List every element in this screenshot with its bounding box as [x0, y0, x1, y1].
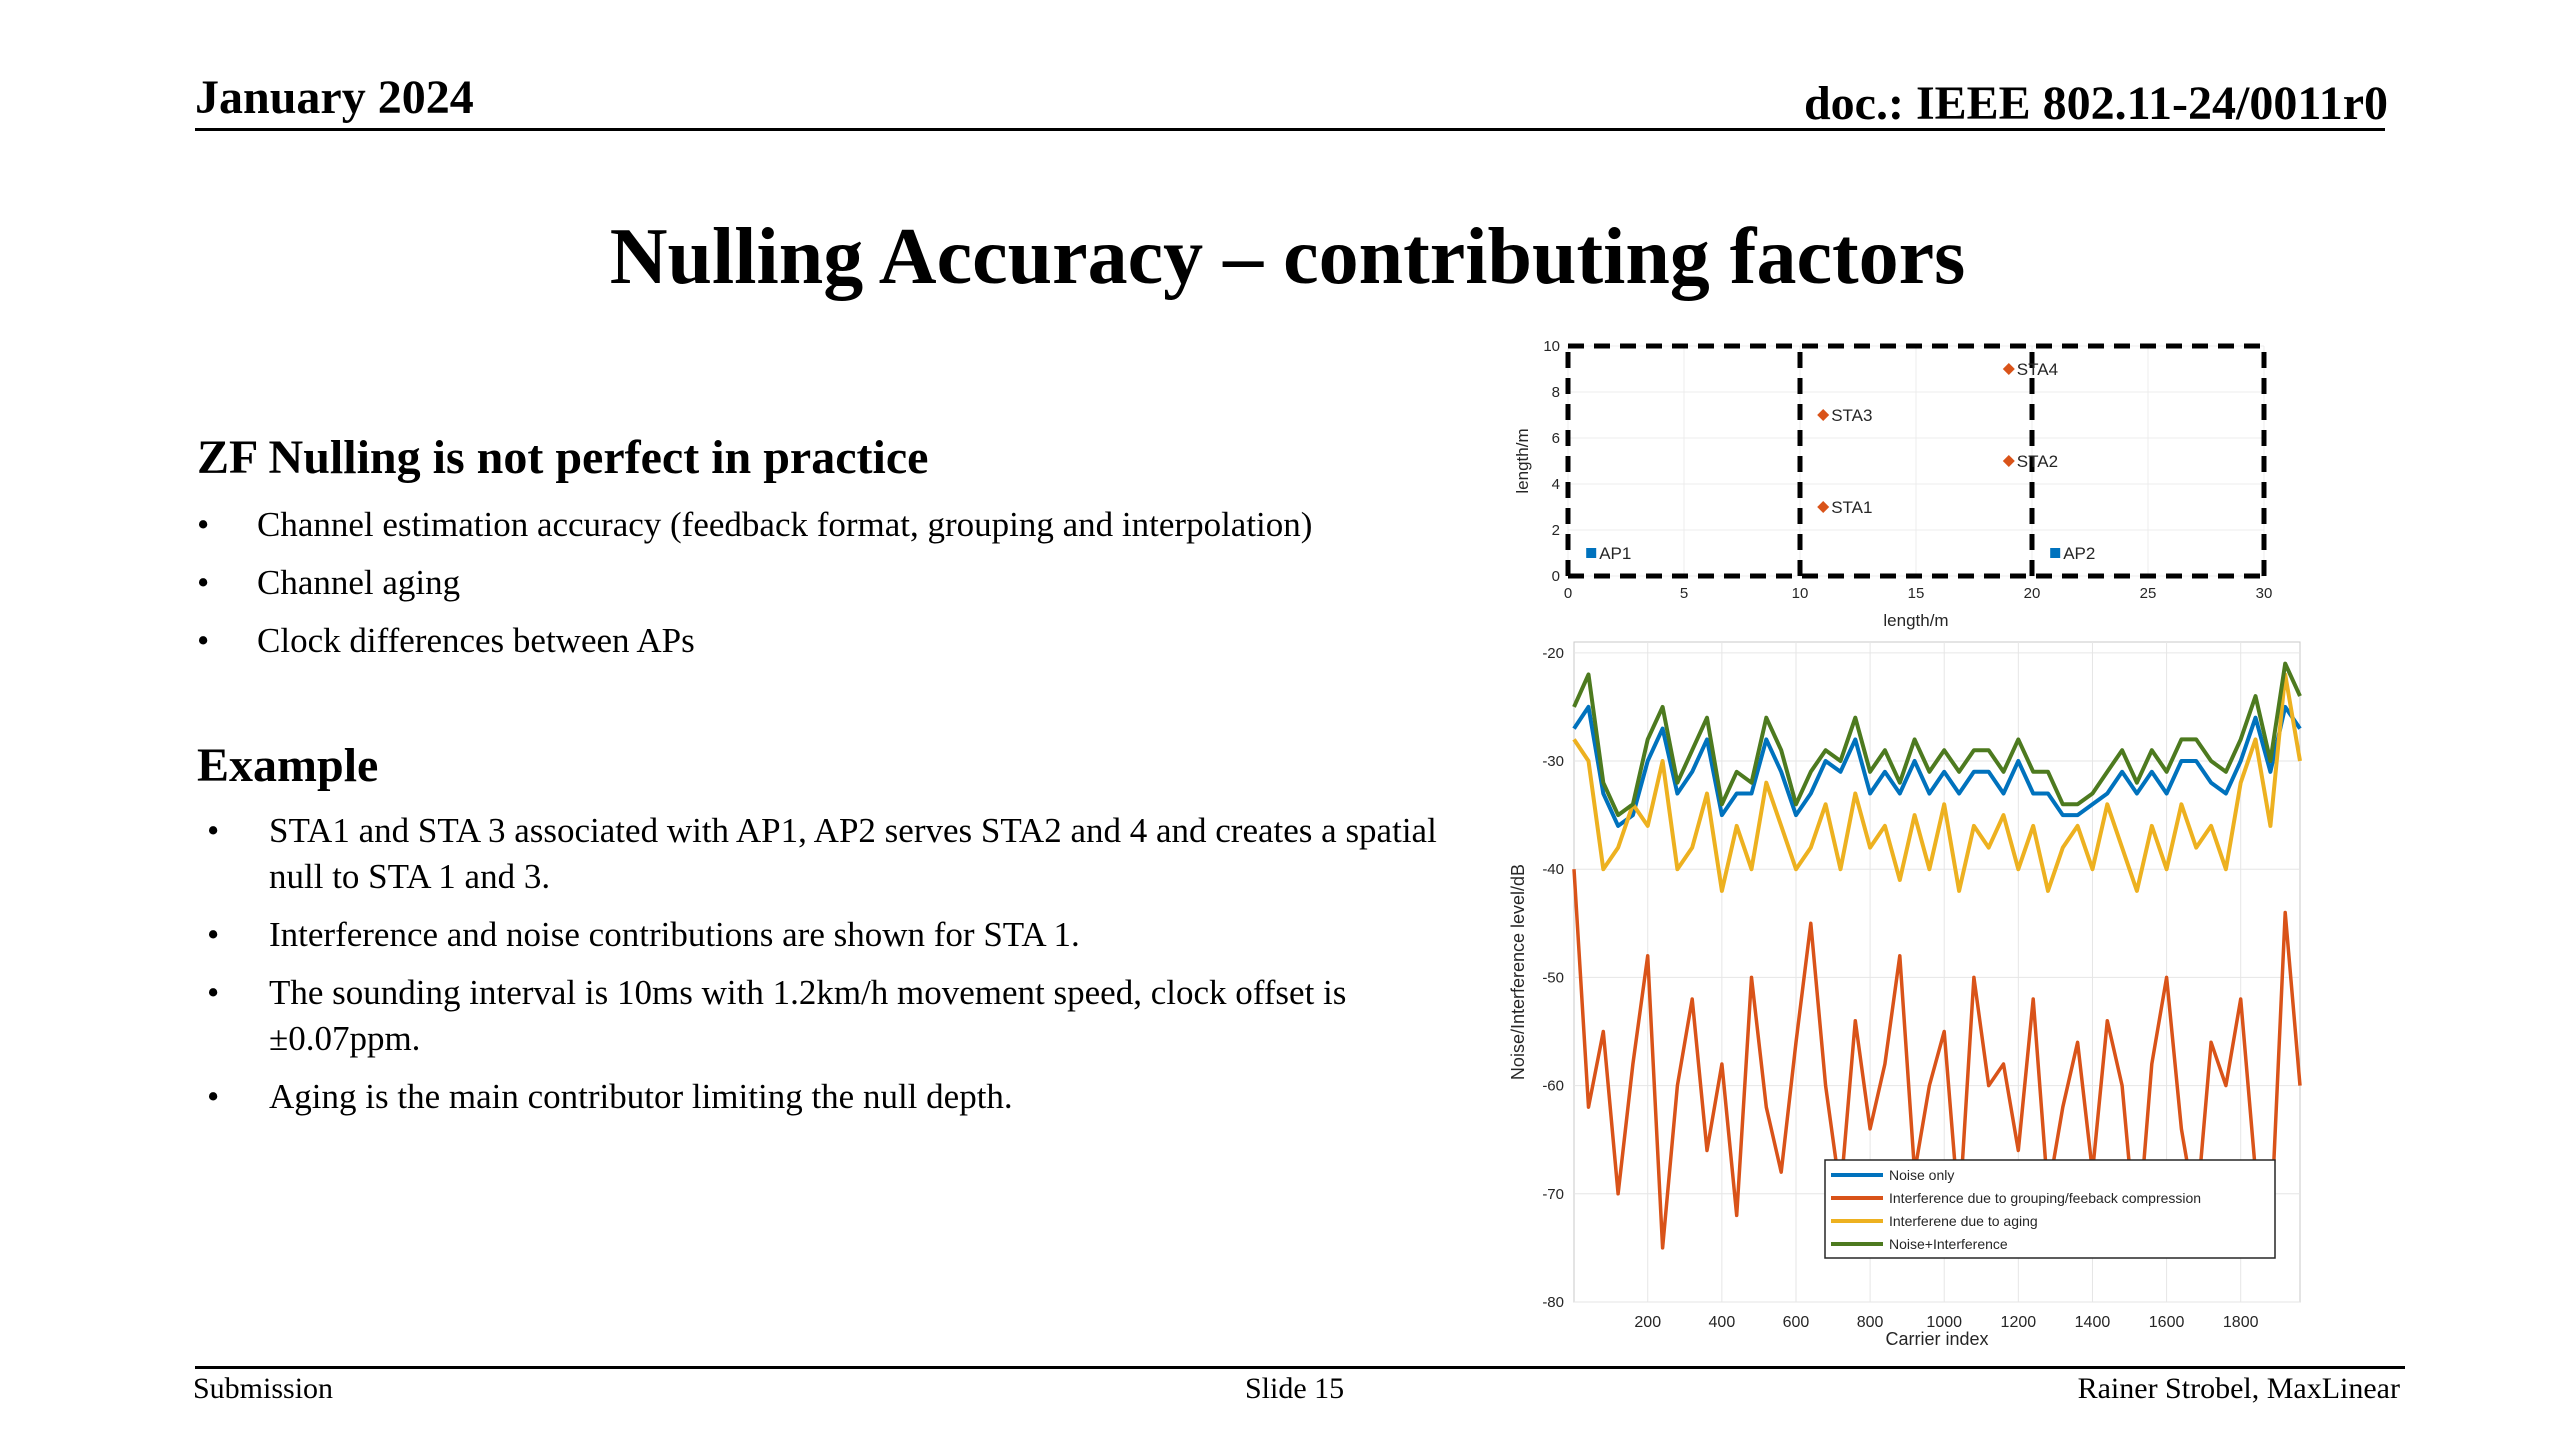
section1-bullets: Channel estimation accuracy (feedback fo…	[197, 502, 1447, 676]
bullet-item: Interference and noise contributions are…	[207, 912, 1457, 958]
point-label: AP1	[1599, 544, 1631, 563]
noise-ytick-label: -20	[1542, 645, 1564, 662]
floorplan-ytick-label: 8	[1552, 384, 1560, 401]
ap-marker	[2050, 548, 2061, 558]
point-label: STA4	[2017, 360, 2058, 379]
section1-heading: ZF Nulling is not perfect in practice	[197, 431, 929, 484]
noise-ytick-label: -30	[1542, 753, 1564, 770]
series-line-3	[1572, 672, 2302, 893]
noise-xtick-label: 1000	[1926, 1314, 1962, 1331]
point-label: STA2	[2017, 452, 2058, 471]
point-label: STA1	[1831, 498, 1872, 517]
noise-ytick-label: -70	[1542, 1186, 1564, 1203]
floorplan-ytick-label: 4	[1552, 476, 1560, 493]
noise-xtick-label: 800	[1857, 1314, 1884, 1331]
sta-marker	[1817, 409, 1830, 421]
footer-submission: Submission	[193, 1372, 334, 1405]
floorplan-xtick-label: 5	[1680, 585, 1688, 602]
noise-xtick-label: 400	[1709, 1314, 1736, 1331]
section2-heading: Example	[197, 739, 379, 792]
footer-divider	[195, 1366, 2405, 1369]
bullet-item: Clock differences between APs	[197, 618, 1447, 664]
series-line-1	[1572, 704, 2302, 828]
footer-author: Rainer Strobel, MaxLinear	[2077, 1372, 2400, 1405]
noise-ylabel: Noise/Interference level/dB	[1508, 864, 1528, 1080]
noise-ytick-label: -80	[1542, 1294, 1564, 1311]
bullet-item: The sounding interval is 10ms with 1.2km…	[207, 970, 1457, 1062]
legend-box	[1824, 1159, 2276, 1259]
floorplan-ylabel: length/m	[1513, 428, 1532, 493]
ap-marker	[1586, 548, 1597, 558]
section2-bullets: STA1 and STA 3 associated with AP1, AP2 …	[207, 808, 1457, 1132]
footer-slide-number: Slide 15	[1245, 1372, 1345, 1405]
floorplan-xtick-label: 30	[2256, 585, 2273, 602]
floorplan-ytick-label: 10	[1543, 338, 1560, 355]
sta-marker	[2002, 455, 2015, 467]
floorplan-chart: 0 2 4 6 8 10 0 5 10 15 20 25 30 AP1 AP2 STA1 STA2 STA3 S…	[1513, 338, 2273, 630]
floorplan-xtick-label: 10	[1792, 585, 1809, 602]
noise-xtick-label: 600	[1783, 1314, 1810, 1331]
header-divider	[195, 128, 2385, 131]
sta-marker	[1817, 501, 1830, 513]
series-line-4	[1572, 661, 2302, 818]
noise-xlabel: Carrier index	[1885, 1329, 1988, 1349]
legend-label: Noise only	[1889, 1167, 1954, 1183]
point-label: STA3	[1831, 406, 1872, 425]
bullet-item: Channel aging	[197, 560, 1447, 606]
legend-label: Interference due to grouping/feeback com…	[1889, 1190, 2201, 1206]
noise-xtick-label: 1800	[2223, 1314, 2259, 1331]
noise-xtick-label: 1200	[2001, 1314, 2037, 1331]
header-doc-id: doc.: IEEE 802.11-24/0011r0	[1803, 77, 2388, 130]
noise-xtick-label: 200	[1634, 1314, 1661, 1331]
bullet-item: STA1 and STA 3 associated with AP1, AP2 …	[207, 808, 1457, 900]
noise-ytick-label: -50	[1542, 969, 1564, 986]
floorplan-xtick-label: 15	[1908, 585, 1925, 602]
floorplan-xtick-label: 20	[2024, 585, 2041, 602]
bullet-item: Aging is the main contributor limiting t…	[207, 1074, 1457, 1120]
slide-title: Nulling Accuracy – contributing factors	[609, 213, 1966, 301]
header-date: January 2024	[195, 71, 474, 124]
floorplan-xtick-label: 0	[1564, 585, 1572, 602]
point-label: AP2	[2063, 544, 2095, 563]
legend-label: Interferene due to aging	[1889, 1213, 2038, 1229]
legend-label: Noise+Interference	[1889, 1236, 2008, 1252]
bullet-item: Channel estimation accuracy (feedback fo…	[197, 502, 1447, 548]
noise-ytick-label: -60	[1542, 1078, 1564, 1095]
floorplan-ytick-label: 0	[1552, 568, 1560, 585]
floorplan-ytick-label: 2	[1552, 522, 1560, 539]
noise-xtick-label: 1400	[2075, 1314, 2111, 1331]
floorplan-xlabel: length/m	[1883, 611, 1948, 630]
sta-marker	[2002, 363, 2015, 375]
noise-interference-chart: -20 -30 -40 -50 -60 -70 -80 200 400 600 800 1000 12…	[1508, 641, 2302, 1349]
noise-ytick-label: -40	[1542, 861, 1564, 878]
floorplan-ytick-label: 6	[1552, 430, 1560, 447]
noise-xtick-label: 1600	[2149, 1314, 2185, 1331]
floorplan-xtick-label: 25	[2140, 585, 2157, 602]
series-line-2	[1572, 869, 2302, 1250]
